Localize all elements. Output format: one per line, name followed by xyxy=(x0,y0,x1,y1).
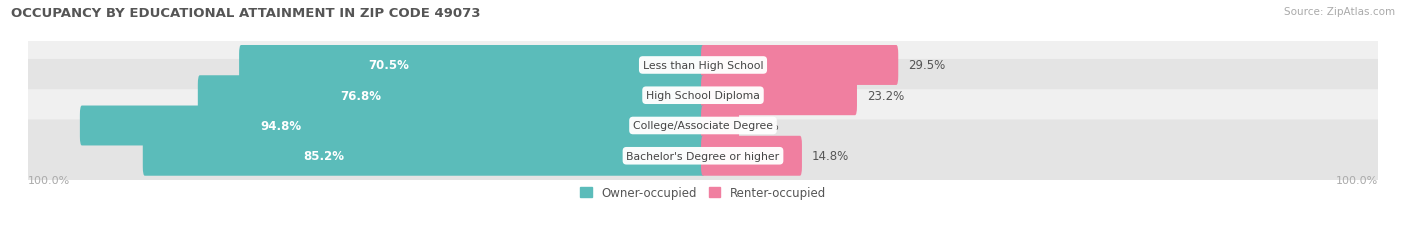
Text: OCCUPANCY BY EDUCATIONAL ATTAINMENT IN ZIP CODE 49073: OCCUPANCY BY EDUCATIONAL ATTAINMENT IN Z… xyxy=(11,7,481,20)
FancyBboxPatch shape xyxy=(702,136,801,176)
FancyBboxPatch shape xyxy=(143,136,704,176)
Text: College/Associate Degree: College/Associate Degree xyxy=(633,121,773,131)
Text: 70.5%: 70.5% xyxy=(368,59,409,72)
FancyBboxPatch shape xyxy=(702,106,740,146)
Text: Less than High School: Less than High School xyxy=(643,61,763,71)
Legend: Owner-occupied, Renter-occupied: Owner-occupied, Renter-occupied xyxy=(579,186,827,199)
FancyBboxPatch shape xyxy=(22,60,1384,132)
FancyBboxPatch shape xyxy=(80,106,704,146)
Text: 23.2%: 23.2% xyxy=(868,89,904,102)
FancyBboxPatch shape xyxy=(702,76,858,116)
FancyBboxPatch shape xyxy=(702,46,898,85)
Text: High School Diploma: High School Diploma xyxy=(647,91,759,101)
FancyBboxPatch shape xyxy=(198,76,704,116)
Text: 100.0%: 100.0% xyxy=(28,175,70,185)
FancyBboxPatch shape xyxy=(22,120,1384,192)
Text: 100.0%: 100.0% xyxy=(1336,175,1378,185)
Text: 94.8%: 94.8% xyxy=(260,119,301,132)
Text: 5.2%: 5.2% xyxy=(749,119,779,132)
Text: Source: ZipAtlas.com: Source: ZipAtlas.com xyxy=(1284,7,1395,17)
FancyBboxPatch shape xyxy=(22,90,1384,162)
FancyBboxPatch shape xyxy=(22,30,1384,102)
Text: 29.5%: 29.5% xyxy=(908,59,945,72)
Text: Bachelor's Degree or higher: Bachelor's Degree or higher xyxy=(627,151,779,161)
FancyBboxPatch shape xyxy=(239,46,704,85)
Text: 85.2%: 85.2% xyxy=(302,150,344,163)
Text: 14.8%: 14.8% xyxy=(811,150,849,163)
Text: 76.8%: 76.8% xyxy=(340,89,381,102)
